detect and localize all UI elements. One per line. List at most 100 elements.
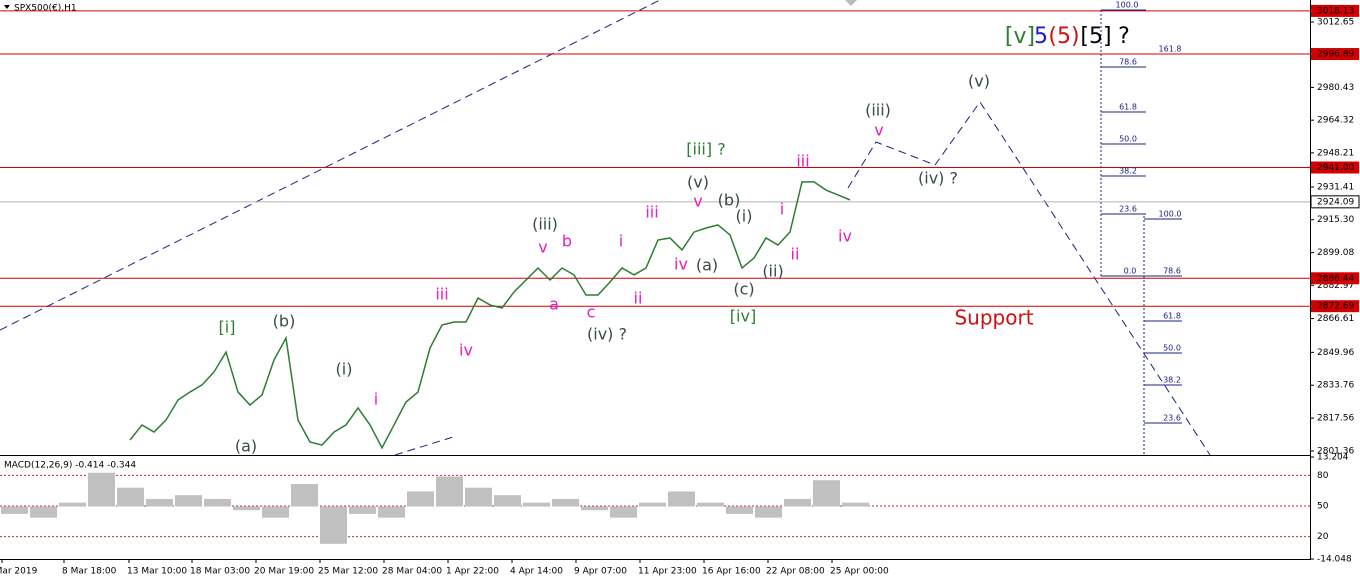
wave-label: v bbox=[693, 192, 702, 211]
x-tick-label: 16 Apr 16:00 bbox=[702, 567, 761, 577]
trend-line bbox=[394, 436, 454, 456]
level-label: 50 bbox=[1317, 502, 1329, 512]
macd-bar bbox=[494, 495, 521, 507]
wave-label: v bbox=[874, 121, 883, 140]
wave-label: (v) bbox=[687, 173, 709, 192]
x-tick-label: 6 Mar 2019 bbox=[0, 567, 38, 577]
y-tick-label: 2931.41 bbox=[1317, 182, 1354, 192]
level-label: 2872.69 bbox=[1317, 302, 1354, 312]
wave-label: [5] bbox=[1080, 24, 1111, 49]
fib-label: 23.6 bbox=[1119, 205, 1137, 214]
wave-label: i bbox=[780, 200, 784, 219]
wave-label: (b) bbox=[273, 312, 296, 331]
y-tick-label: 2899.08 bbox=[1317, 248, 1354, 258]
wave-label: b bbox=[562, 232, 572, 251]
wave-label: (iv) ? bbox=[918, 169, 958, 188]
macd-bar bbox=[697, 502, 724, 507]
fib-label: 61.8 bbox=[1119, 103, 1137, 112]
wave-label: (ii) bbox=[762, 262, 783, 281]
level-box bbox=[1311, 272, 1359, 285]
wave-label: (iii) bbox=[532, 215, 558, 234]
level-label: 20 bbox=[1317, 532, 1329, 542]
fib-label: 38.2 bbox=[1163, 376, 1181, 385]
fib-label: 38.2 bbox=[1119, 167, 1137, 176]
macd-title: MACD(12,26,9) -0.414 -0.344 bbox=[4, 461, 136, 471]
menu-arrow[interactable] bbox=[4, 5, 10, 9]
y-tick-label: 2980.43 bbox=[1317, 83, 1354, 93]
fib-label: 161.8 bbox=[1159, 45, 1182, 54]
x-tick-label: 25 Mar 12:00 bbox=[318, 567, 378, 577]
x-tick-label: 22 Apr 08:00 bbox=[766, 567, 825, 577]
fib-label: 50.0 bbox=[1119, 135, 1137, 144]
last-price-box bbox=[1310, 195, 1360, 209]
x-tick-label: 13 Mar 10:00 bbox=[127, 567, 187, 577]
macd-bar bbox=[204, 498, 231, 507]
symbol-title: SPX500(€),H1 bbox=[14, 4, 77, 14]
macd-bar bbox=[523, 502, 550, 507]
fib-label: 78.6 bbox=[1163, 267, 1181, 276]
wave-label: iv bbox=[459, 341, 473, 360]
x-tick-label: 25 Apr 00:00 bbox=[830, 567, 889, 577]
macd-tick-label: 13.204 bbox=[1317, 453, 1349, 463]
y-tick-label: 2948.21 bbox=[1317, 148, 1354, 158]
level-box bbox=[1311, 161, 1359, 174]
macd-bar bbox=[784, 498, 811, 507]
wave-label: iii bbox=[435, 285, 448, 304]
wave-label: i bbox=[374, 390, 378, 409]
wave-label: (c) bbox=[733, 280, 754, 299]
macd-bar bbox=[175, 495, 202, 507]
wave-label: ? bbox=[1118, 24, 1130, 49]
macd-bar bbox=[668, 491, 695, 507]
macd-bar bbox=[407, 491, 434, 507]
y-tick-label: 2915.30 bbox=[1317, 215, 1354, 225]
wave-label: (a) bbox=[235, 437, 257, 456]
level-label: 80 bbox=[1317, 471, 1329, 481]
price-line bbox=[129, 181, 851, 450]
wave-label: (i) bbox=[736, 207, 753, 226]
macd-bar bbox=[146, 498, 173, 507]
macd-bar bbox=[610, 506, 637, 518]
level-box bbox=[1311, 300, 1359, 313]
last-price-label: 2924.09 bbox=[1317, 197, 1354, 207]
projection-path bbox=[847, 101, 1211, 456]
macd-bar bbox=[842, 502, 869, 507]
wave-label: i bbox=[619, 232, 623, 251]
macd-tick-label: -14.048 bbox=[1317, 555, 1352, 565]
fib-label: 61.8 bbox=[1163, 312, 1181, 321]
macd-bar bbox=[30, 506, 57, 518]
wave-label: (b) bbox=[718, 191, 741, 210]
wave-label: ii bbox=[791, 245, 800, 264]
level-box bbox=[1311, 4, 1359, 17]
macd-bar bbox=[581, 506, 608, 511]
macd-bar bbox=[378, 506, 405, 518]
macd-bar bbox=[436, 476, 463, 507]
macd-bar bbox=[320, 506, 347, 544]
level-label: 3018.13 bbox=[1317, 6, 1354, 16]
macd-bar bbox=[639, 502, 666, 507]
macd-bar bbox=[59, 502, 86, 507]
x-tick-label: 28 Mar 04:00 bbox=[382, 567, 442, 577]
x-tick-label: 8 Mar 18:00 bbox=[62, 567, 117, 577]
wave-label: (iv) ? bbox=[587, 325, 627, 344]
wave-label: iii bbox=[796, 152, 809, 171]
fib-label: 0.0 bbox=[1124, 267, 1137, 276]
trend-line bbox=[0, 0, 661, 331]
wave-label: [iv] bbox=[730, 307, 756, 326]
y-tick-label: 2801.36 bbox=[1317, 447, 1354, 457]
wave-label: [v] bbox=[1005, 24, 1035, 49]
wave-label: (a) bbox=[696, 256, 718, 275]
wave-label: (v) bbox=[968, 72, 990, 91]
fib-label: 50.0 bbox=[1163, 344, 1181, 353]
wave-label: 5 bbox=[1034, 24, 1048, 49]
macd-bar bbox=[465, 487, 492, 507]
wave-label: c bbox=[587, 303, 596, 322]
fib-label: 23.6 bbox=[1163, 414, 1181, 423]
level-box bbox=[1311, 48, 1359, 61]
wave-label: [iii] ? bbox=[686, 140, 725, 159]
macd-bar bbox=[233, 506, 260, 511]
y-tick-label: 2866.61 bbox=[1317, 314, 1354, 324]
scroll-marker bbox=[845, 0, 857, 6]
x-tick-label: 1 Apr 22:00 bbox=[446, 567, 499, 577]
